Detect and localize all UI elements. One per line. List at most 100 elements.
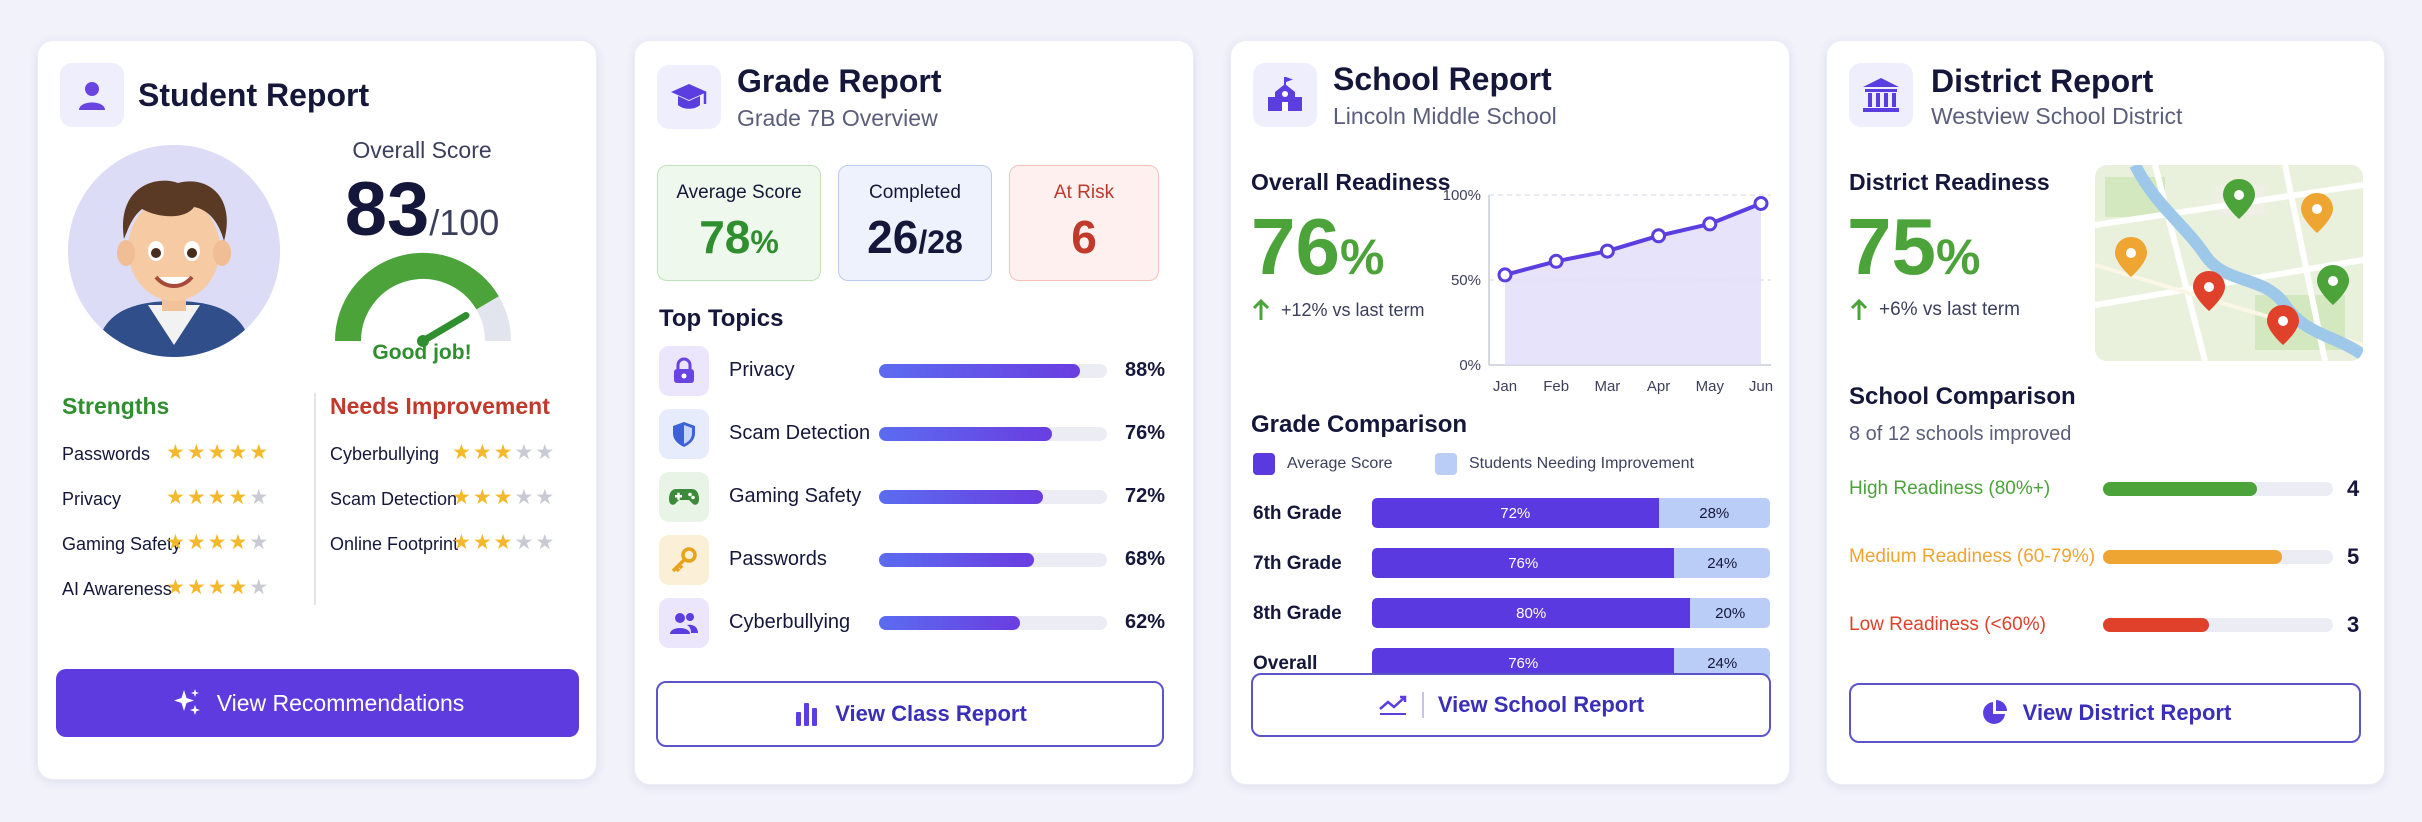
star-icon: ★ — [535, 486, 555, 509]
star-icon: ★ — [207, 531, 227, 554]
star-icon: ★ — [186, 576, 206, 599]
average-score-segment: 72% — [1372, 498, 1659, 528]
topic-label: Gaming Safety — [729, 485, 862, 507]
score-max: /100 — [429, 202, 500, 243]
chart-xtick-label: Jan — [1493, 378, 1517, 395]
star-icon: ★ — [493, 486, 513, 509]
readiness-level-count: 5 — [2347, 544, 2360, 569]
readiness-suffix: % — [1935, 229, 1981, 285]
strength-item: Gaming Safety — [62, 534, 182, 554]
star-icon: ★ — [249, 531, 269, 554]
school-comparison-subtitle: 8 of 12 schools improved — [1849, 423, 2072, 445]
star-icon: ★ — [207, 441, 227, 464]
average-score-segment: 80% — [1372, 598, 1691, 628]
topic-label: Cyberbullying — [729, 611, 851, 633]
readiness-level-label: Medium Readiness (60-79%) — [1849, 546, 2096, 567]
star-icon: ★ — [166, 441, 185, 464]
topic-progress-fill — [879, 553, 1035, 567]
user-icon — [60, 63, 124, 127]
arrow-up-icon — [1252, 299, 1270, 320]
column-divider — [314, 393, 316, 605]
readiness-level-count: 4 — [2347, 476, 2360, 501]
strength-stars: ★ ★ ★ ★ ★ — [166, 442, 268, 463]
map-pin-icon — [2193, 271, 2225, 311]
school-building-icon — [1253, 63, 1317, 127]
star-icon: ★ — [535, 531, 555, 554]
legend-average-swatch — [1253, 453, 1275, 475]
trend-indicator: +12% vs last term — [1251, 299, 1425, 321]
star-icon: ★ — [514, 531, 534, 554]
star-icon: ★ — [207, 486, 227, 509]
arrow-up-icon — [1850, 299, 1868, 320]
topic-percent: 76% — [1125, 422, 1166, 444]
readiness-number: 76 — [1251, 202, 1340, 291]
readiness-level-bar — [2103, 482, 2333, 496]
button-label: View Class Report — [835, 701, 1027, 726]
button-label: View District Report — [2022, 700, 2232, 725]
button-label: View Recommendations — [216, 689, 465, 716]
map-pin-icon — [2223, 179, 2255, 219]
shield-icon — [659, 409, 709, 459]
star-icon: ★ — [166, 576, 185, 599]
star-icon: ★ — [228, 486, 248, 509]
star-icon: ★ — [493, 531, 513, 554]
readiness-level-fill — [2103, 550, 2283, 564]
grade-stacked-bar: 76% 24% — [1372, 548, 1770, 578]
button-separator — [1421, 692, 1424, 718]
readiness-suffix: % — [1339, 229, 1385, 285]
topic-progress-fill — [879, 490, 1044, 504]
readiness-level-fill — [2103, 482, 2258, 496]
district-map[interactable] — [2095, 165, 2363, 361]
star-icon: ★ — [472, 441, 492, 464]
topic-label: Passwords — [729, 548, 827, 570]
readiness-level-label: Low Readiness (<60%) — [1849, 614, 2046, 635]
star-icon: ★ — [186, 531, 206, 554]
stat-box: Completed 26/28 — [838, 165, 992, 281]
chart-xtick-label: Feb — [1543, 378, 1569, 395]
strength-item: Passwords — [62, 444, 151, 464]
star-icon: ★ — [249, 576, 269, 599]
strength-stars: ★ ★ ★ ★ ★ — [166, 577, 268, 598]
improvement-stars: ★ ★ ★ ★ ★ — [452, 442, 554, 463]
topic-progress-bar — [879, 616, 1107, 630]
view-school-report-button[interactable]: View School Report — [1251, 673, 1771, 737]
star-icon: ★ — [452, 486, 471, 509]
trend-chart-icon — [1379, 695, 1407, 715]
readiness-trend-chart: 100% 50% 0% Jan Feb Mar Apr May Jun — [1443, 187, 1773, 395]
view-class-report-button[interactable]: View Class Report — [656, 681, 1164, 747]
stat-suffix: /28 — [918, 224, 963, 260]
topic-label: Privacy — [729, 359, 795, 381]
improvement-item: Online Footprint — [330, 534, 459, 554]
topic-progress-fill — [879, 364, 1080, 378]
score-value: 83 — [344, 167, 430, 252]
stat-label: Average Score — [676, 182, 802, 203]
star-icon: ★ — [535, 441, 555, 464]
view-recommendations-button[interactable]: View Recommendations — [56, 669, 579, 737]
topic-progress-fill — [879, 616, 1021, 630]
topic-percent: 88% — [1125, 359, 1166, 381]
stat-suffix: % — [750, 224, 779, 260]
stat-label: Completed — [869, 182, 961, 203]
star-icon: ★ — [514, 486, 534, 509]
star-icon: ★ — [186, 441, 206, 464]
view-district-report-button[interactable]: View District Report — [1849, 683, 2361, 743]
top-topics-title: Top Topics — [659, 305, 784, 332]
pie-chart-icon — [1982, 700, 2007, 724]
improvement-stars: ★ ★ ★ ★ ★ — [452, 487, 554, 508]
star-icon: ★ — [166, 531, 185, 554]
graduation-cap-icon — [657, 65, 721, 129]
stat-box: Average Score 78% — [657, 165, 821, 281]
card-subtitle: Grade 7B Overview — [737, 105, 938, 131]
chart-line — [1504, 201, 1762, 277]
grade-stacked-bar: 80% 20% — [1372, 598, 1770, 628]
grade-stacked-bar: 72% 28% — [1372, 498, 1770, 528]
topic-progress-fill — [879, 427, 1053, 441]
institution-icon — [1849, 63, 1913, 127]
key-icon — [659, 535, 709, 585]
topic-progress-bar — [879, 490, 1107, 504]
average-score-segment: 76% — [1372, 548, 1675, 578]
district-report-card: District Report Westview School District… — [1826, 40, 2385, 785]
grade-label: 6th Grade — [1253, 503, 1342, 524]
gamepad-icon — [659, 472, 709, 522]
card-title: School Report — [1333, 61, 1552, 97]
